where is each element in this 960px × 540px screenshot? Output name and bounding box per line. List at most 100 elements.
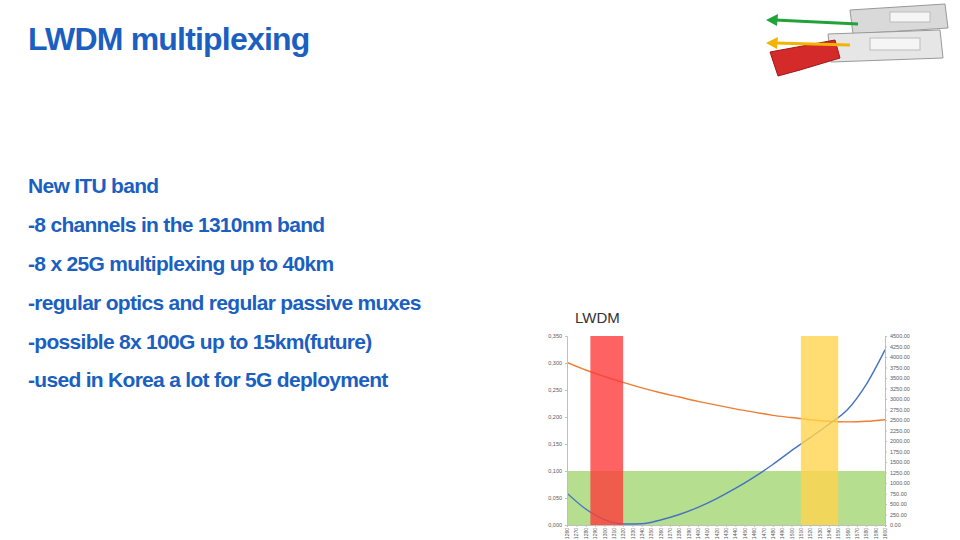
tick-mark bbox=[614, 525, 615, 527]
tick-mark bbox=[679, 525, 680, 527]
tick: 0,050 bbox=[548, 495, 567, 501]
tick-label: 750.00 bbox=[890, 491, 907, 497]
module-label bbox=[870, 38, 920, 50]
tick-label: 0,050 bbox=[548, 495, 562, 501]
y2-axis: 0.00250.00500.00750.001000.001250.001500… bbox=[885, 333, 910, 528]
tick: 1600 bbox=[882, 525, 888, 539]
tick: 1490 bbox=[779, 525, 785, 539]
axis-line bbox=[565, 337, 568, 526]
tick-mark bbox=[857, 525, 858, 527]
tick-mark bbox=[565, 336, 567, 337]
tick-mark bbox=[885, 420, 887, 421]
tick-label: 1480 bbox=[770, 528, 776, 539]
tick-label: 1290 bbox=[592, 528, 598, 539]
tick-label: 3000.00 bbox=[890, 396, 910, 402]
tick: 1590 bbox=[873, 525, 879, 539]
tick-label: 2500.00 bbox=[890, 417, 910, 423]
tick-mark bbox=[670, 525, 671, 527]
tick: 1470 bbox=[761, 525, 767, 539]
tick: 1330 bbox=[630, 525, 636, 539]
tick-mark bbox=[689, 525, 690, 527]
tick-label: 1550 bbox=[835, 528, 841, 539]
tick-mark bbox=[885, 525, 887, 526]
tick: 1270 bbox=[573, 525, 579, 539]
x-band bbox=[590, 336, 623, 525]
tick-mark bbox=[801, 525, 802, 527]
tick-label: 1530 bbox=[817, 528, 823, 539]
tick: 0,000 bbox=[548, 522, 567, 528]
tick-mark bbox=[885, 504, 887, 505]
tick: 1570 bbox=[854, 525, 860, 539]
tick: 1260 bbox=[564, 525, 570, 539]
tick-mark bbox=[885, 336, 887, 337]
tick-mark bbox=[661, 525, 662, 527]
tick-mark bbox=[717, 525, 718, 527]
tick: 1500.00 bbox=[885, 459, 910, 465]
tick-mark bbox=[885, 452, 887, 453]
tick-label: 1500 bbox=[789, 528, 795, 539]
tick-label: 3750.00 bbox=[890, 365, 910, 371]
tick: 1000.00 bbox=[885, 480, 910, 486]
tick-label: 4250.00 bbox=[890, 344, 910, 350]
tick-label: 500.00 bbox=[890, 501, 907, 507]
tick-mark bbox=[782, 525, 783, 527]
tick-label: 1750.00 bbox=[890, 449, 910, 455]
tick-label: 1320 bbox=[620, 528, 626, 539]
bullet: -8 x 25G multiplexing up to 40km bbox=[28, 252, 334, 275]
tick-label: 1470 bbox=[761, 528, 767, 539]
tick: 2250.00 bbox=[885, 428, 910, 434]
tick-mark bbox=[773, 525, 774, 527]
tick: 1450 bbox=[742, 525, 748, 539]
tick: 500.00 bbox=[885, 501, 907, 507]
tick-mark bbox=[885, 494, 887, 495]
tick: 1500 bbox=[789, 525, 795, 539]
bullet: -8 channels in the 1310nm band bbox=[28, 213, 324, 236]
tick-label: 1360 bbox=[658, 528, 664, 539]
tick-mark bbox=[885, 462, 887, 463]
tick: 1280 bbox=[583, 525, 589, 539]
bullet: New ITU band bbox=[28, 174, 158, 197]
tick-label: 1270 bbox=[573, 528, 579, 539]
slide: LWDM multiplexingNew ITU band-8 channels… bbox=[0, 0, 960, 540]
tick: 1410 bbox=[704, 525, 710, 539]
tick-label: 4000.00 bbox=[890, 354, 910, 360]
tick-label: 1500.00 bbox=[890, 459, 910, 465]
tick-label: 1390 bbox=[686, 528, 692, 539]
tick-mark bbox=[707, 525, 708, 527]
tick-label: 1380 bbox=[676, 528, 682, 539]
tick-label: 1560 bbox=[845, 528, 851, 539]
tick: 1350 bbox=[648, 525, 654, 539]
tick: 1580 bbox=[863, 525, 869, 539]
tick-label: 1490 bbox=[779, 528, 785, 539]
tick-label: 0,000 bbox=[548, 522, 562, 528]
tick-mark bbox=[642, 525, 643, 527]
tick-mark bbox=[698, 525, 699, 527]
tick-label: 1570 bbox=[854, 528, 860, 539]
tick-mark bbox=[565, 417, 567, 418]
tick-mark bbox=[885, 357, 887, 358]
tick: 1320 bbox=[620, 525, 626, 539]
tick-mark bbox=[885, 378, 887, 379]
tick: 2000.00 bbox=[885, 438, 910, 444]
arrow bbox=[775, 43, 850, 45]
tick-label: 1540 bbox=[826, 528, 832, 539]
tick-label: 1300 bbox=[602, 528, 608, 539]
tick-mark bbox=[623, 525, 624, 527]
x-band bbox=[801, 336, 838, 525]
tick-label: 1350 bbox=[648, 528, 654, 539]
tick: 4000.00 bbox=[885, 354, 910, 360]
tick-mark bbox=[565, 498, 567, 499]
tick: 1560 bbox=[845, 525, 851, 539]
tick-mark bbox=[726, 525, 727, 527]
tick: 0,250 bbox=[548, 387, 567, 393]
y-axis: 0,0000,0500,1000,1500,2000,2500,3000,350 bbox=[548, 333, 567, 528]
tick: 3500.00 bbox=[885, 375, 910, 381]
tick: 4500.00 bbox=[885, 333, 910, 339]
tick: 750.00 bbox=[885, 491, 907, 497]
tick: 1390 bbox=[686, 525, 692, 539]
x-axis: 1260127012801290130013101320133013401350… bbox=[564, 525, 888, 539]
tick-mark bbox=[885, 347, 887, 348]
tick-mark bbox=[885, 368, 887, 369]
tick-label: 0,300 bbox=[548, 360, 562, 366]
tick-label: 4500.00 bbox=[890, 333, 910, 339]
